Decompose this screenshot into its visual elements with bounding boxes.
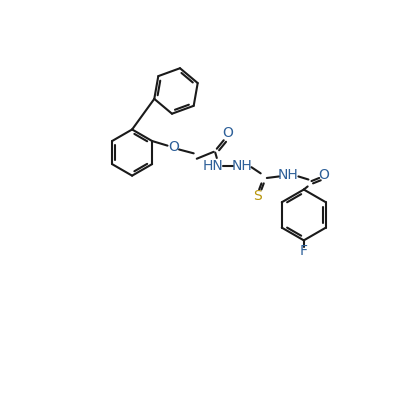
Text: NH: NH [277, 168, 298, 182]
Text: O: O [222, 126, 233, 140]
Text: NH: NH [231, 159, 252, 173]
Text: S: S [253, 189, 261, 204]
Text: O: O [318, 168, 328, 182]
Text: HN: HN [202, 159, 223, 173]
Text: F: F [299, 244, 307, 258]
Text: O: O [168, 140, 179, 154]
